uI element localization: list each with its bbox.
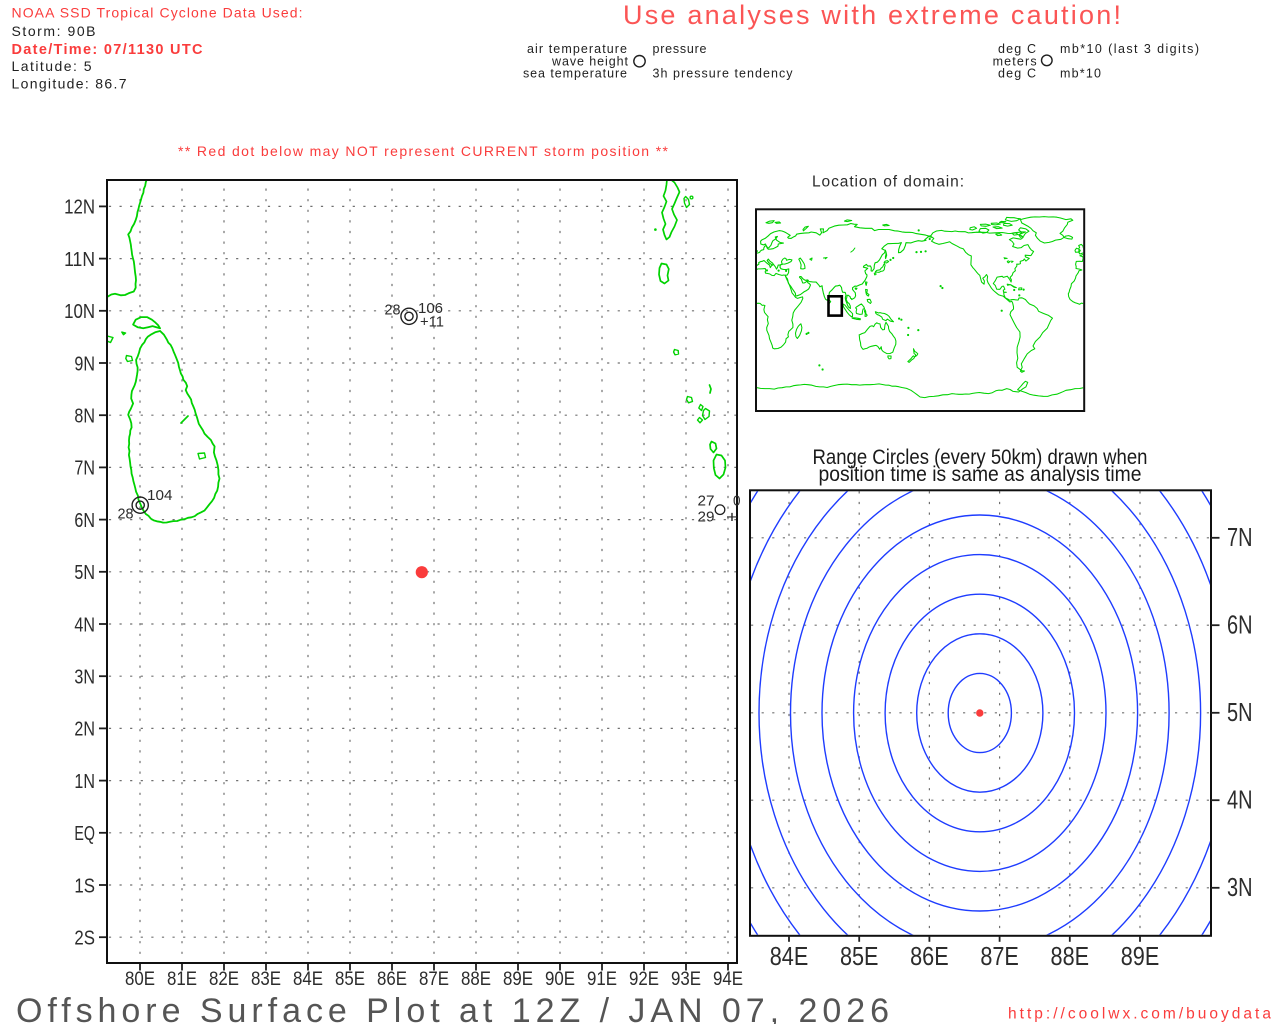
svg-text:+11: +11 [420, 314, 444, 331]
svg-text:7N: 7N [1227, 522, 1253, 552]
svg-text:87E: 87E [419, 968, 449, 990]
svg-text:87E: 87E [980, 941, 1019, 971]
svg-text:85E: 85E [840, 941, 879, 971]
svg-text:83E: 83E [251, 968, 281, 990]
svg-text:4N: 4N [74, 613, 95, 636]
svg-text:2S: 2S [74, 927, 95, 950]
svg-text:93E: 93E [671, 968, 701, 990]
svg-text:Storm: 90B: Storm: 90B [12, 23, 96, 39]
svg-text:28: 28 [118, 506, 134, 523]
svg-text:Date/Time: 07/1130 UTC: Date/Time: 07/1130 UTC [12, 42, 204, 58]
svg-text:EQ: EQ [74, 822, 95, 845]
svg-text:Offshore Surface Plot at 12Z /: Offshore Surface Plot at 12Z / JAN 07, 2… [16, 992, 889, 1024]
svg-text:** Red dot below may NOT repre: ** Red dot below may NOT represent CURRE… [178, 143, 669, 159]
svg-text:Location of domain:: Location of domain: [812, 174, 964, 191]
svg-text:11N: 11N [64, 248, 95, 271]
svg-text:81E: 81E [167, 968, 197, 990]
svg-text:104: 104 [147, 487, 173, 504]
svg-text:7N: 7N [74, 457, 95, 480]
svg-text:82E: 82E [209, 968, 239, 990]
svg-text:sea temperature: sea temperature [523, 67, 627, 81]
svg-text:0: 0 [733, 493, 741, 510]
svg-text:106: 106 [418, 300, 443, 317]
svg-text:6N: 6N [1227, 609, 1253, 639]
svg-text:1S: 1S [74, 874, 95, 897]
svg-text:Latitude: 5: Latitude: 5 [12, 58, 92, 74]
svg-text:9N: 9N [74, 352, 95, 375]
svg-text:29: 29 [698, 509, 715, 526]
svg-text:8N: 8N [74, 405, 95, 428]
svg-text:88E: 88E [1051, 941, 1090, 971]
svg-text:12N: 12N [64, 196, 95, 219]
svg-text:NOAA SSD Tropical Cyclone Data: NOAA SSD Tropical Cyclone Data Used: [12, 5, 303, 21]
svg-text:2N: 2N [74, 718, 95, 741]
svg-text:84E: 84E [770, 941, 809, 971]
svg-text:88E: 88E [461, 968, 491, 990]
svg-text:+: + [726, 508, 738, 527]
svg-text:mb*10 (last 3 digits): mb*10 (last 3 digits) [1060, 42, 1199, 56]
svg-text:deg C: deg C [998, 67, 1036, 81]
svg-text:meters: meters [993, 54, 1037, 68]
svg-text:1N: 1N [74, 770, 95, 793]
svg-text:4N: 4N [1227, 784, 1253, 814]
svg-text:3N: 3N [1227, 872, 1253, 902]
svg-text:http://coolwx.com/buoydata: http://coolwx.com/buoydata [1008, 1006, 1271, 1023]
svg-text:92E: 92E [629, 968, 659, 990]
svg-text:Range Circles (every 50km) dra: Range Circles (every 50km) drawn when [813, 446, 1148, 469]
svg-text:5N: 5N [74, 561, 95, 584]
svg-text:89E: 89E [503, 968, 533, 990]
svg-text:91E: 91E [587, 968, 617, 990]
svg-text:85E: 85E [335, 968, 365, 990]
svg-text:Longitude: 86.7: Longitude: 86.7 [12, 76, 127, 92]
svg-text:3N: 3N [74, 666, 95, 689]
svg-text:wave height: wave height [551, 54, 629, 68]
svg-text:mb*10: mb*10 [1060, 67, 1101, 81]
svg-text:6N: 6N [74, 509, 95, 532]
svg-text:80E: 80E [125, 968, 155, 990]
svg-text:deg C: deg C [998, 42, 1036, 56]
svg-text:86E: 86E [910, 941, 949, 971]
svg-text:10N: 10N [64, 300, 95, 323]
svg-text:5N: 5N [1227, 697, 1253, 727]
svg-text:90E: 90E [545, 968, 575, 990]
svg-text:84E: 84E [293, 968, 323, 990]
svg-text:28: 28 [385, 302, 401, 319]
svg-text:position time is same as analy: position time is same as analysis time [819, 463, 1142, 486]
svg-text:94E: 94E [713, 968, 743, 990]
svg-text:pressure: pressure [653, 42, 707, 56]
svg-text:27: 27 [698, 493, 715, 510]
svg-text:Use analyses with extreme caut: Use analyses with extreme caution! [623, 0, 1121, 30]
svg-text:86E: 86E [377, 968, 407, 990]
svg-text:air temperature: air temperature [527, 42, 627, 56]
svg-text:89E: 89E [1121, 941, 1160, 971]
svg-text:3h pressure tendency: 3h pressure tendency [653, 67, 794, 81]
